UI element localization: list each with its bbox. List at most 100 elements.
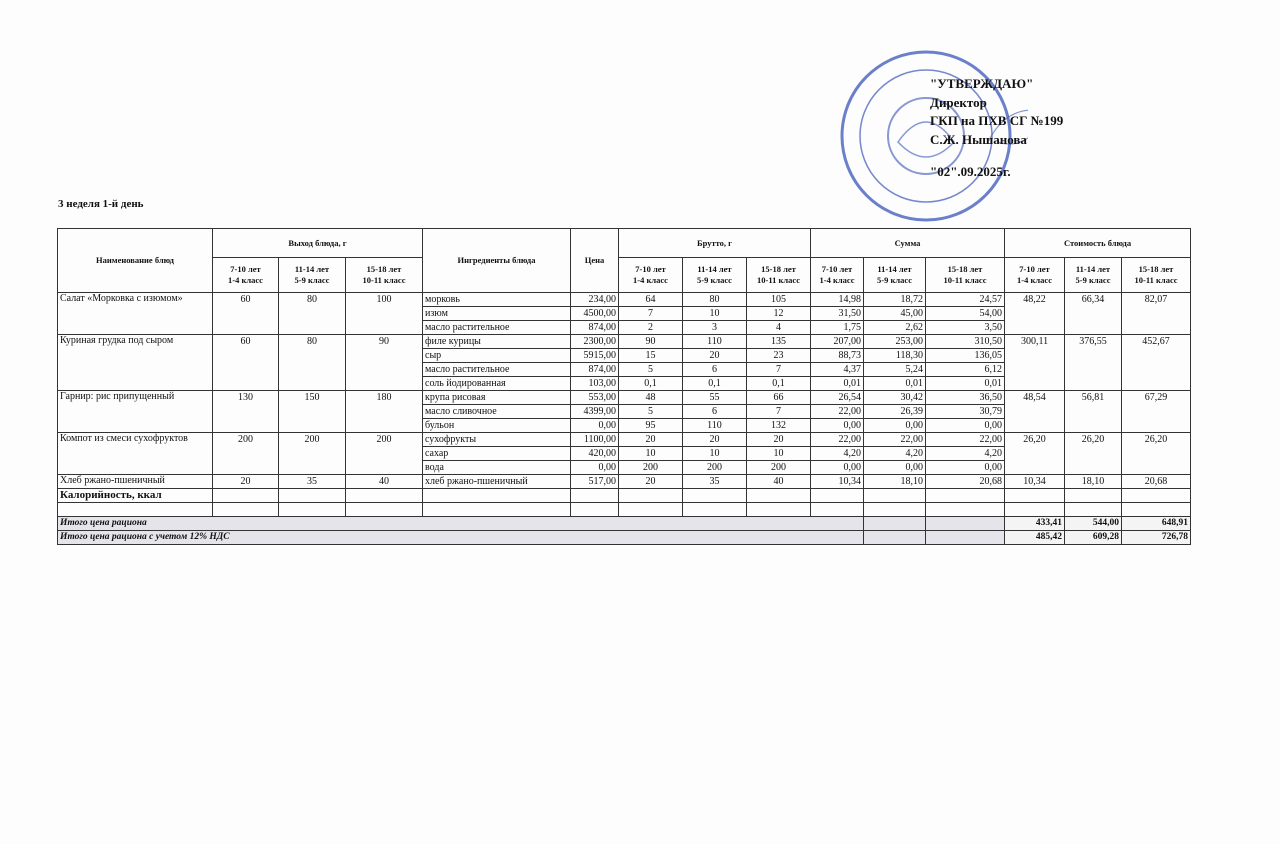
empty-cell xyxy=(810,502,865,517)
sum: 0,00 xyxy=(863,460,927,475)
dish-cost: 26,20 xyxy=(1064,432,1123,475)
age: 7-10 лет xyxy=(230,264,261,274)
ingredient-name: сыр xyxy=(422,348,571,363)
sum: 4,37 xyxy=(810,362,865,377)
dish-name: Гарнир: рис припущенный xyxy=(57,390,213,433)
header-cell: Ингредиенты блюда xyxy=(422,228,571,293)
ingredient-name: филе курицы xyxy=(422,334,571,349)
age-group-header: 11-14 лет 5-9 класс xyxy=(278,257,346,293)
sum: 2,62 xyxy=(863,320,927,335)
sum: 26,39 xyxy=(863,404,927,419)
table-row xyxy=(57,502,1192,517)
ingredient-price: 5915,00 xyxy=(570,348,619,363)
sum: 22,00 xyxy=(925,432,1006,447)
ingredient-price: 553,00 xyxy=(570,390,619,405)
age-group-header: 11-14 лет 5-9 класс xyxy=(863,257,927,293)
dish-cost: 56,81 xyxy=(1064,390,1123,433)
approval-line: С.Ж. Нышанова xyxy=(930,131,1027,147)
sum: 4,20 xyxy=(863,446,927,461)
table-row: Салат «Морковка с изюмом» 60 80 100 морковь 2… xyxy=(57,292,1192,335)
age-group-header: 7-10 лет 1-4 класс xyxy=(618,257,683,293)
age: 15-18 лет xyxy=(366,264,402,274)
brutto: 20 xyxy=(618,432,683,447)
sum: 31,50 xyxy=(810,306,865,321)
empty-cell xyxy=(682,488,747,503)
brutto: 10 xyxy=(618,446,683,461)
brutto: 0,1 xyxy=(618,376,683,391)
brutto: 90 xyxy=(618,334,683,349)
ingredient-price: 4500,00 xyxy=(570,306,619,321)
total-value: 433,41 xyxy=(1004,516,1066,531)
brutto: 7 xyxy=(618,306,683,321)
empty-cell xyxy=(345,502,423,517)
total-value: 485,42 xyxy=(1004,530,1066,545)
empty-cell xyxy=(422,488,571,503)
age: 11-14 лет xyxy=(1075,264,1111,274)
grade: 10-11 класс xyxy=(757,275,800,285)
ingredient-price: 517,00 xyxy=(570,474,619,489)
sum: 4,20 xyxy=(925,446,1006,461)
empty-cell xyxy=(682,502,747,517)
empty-cell xyxy=(745,502,812,517)
brutto: 20 xyxy=(682,432,747,447)
grade: 1-4 класс xyxy=(228,275,263,285)
sum: 253,00 xyxy=(863,334,927,349)
dish-cost: 48,54 xyxy=(1004,390,1066,433)
age-group-header: 15-18 лет 10-11 класс xyxy=(745,257,812,293)
brutto: 5 xyxy=(618,404,683,419)
total-value: 544,00 xyxy=(1064,516,1123,531)
brutto: 10 xyxy=(682,446,747,461)
sum: 0,01 xyxy=(863,376,927,391)
sum: 30,42 xyxy=(863,390,927,405)
empty-cell xyxy=(925,488,1006,503)
ingredient-price: 4399,00 xyxy=(570,404,619,419)
brutto: 200 xyxy=(682,460,747,475)
header-cell: Выход блюда, г xyxy=(212,228,423,258)
sum: 22,00 xyxy=(810,404,865,419)
brutto: 35 xyxy=(682,474,747,489)
brutto: 105 xyxy=(745,292,812,307)
table-row: вода 0,00 200 200 200 0,00 0,00 0,00 xyxy=(58,460,1191,475)
ingredient-name: изюм xyxy=(422,306,571,321)
brutto: 200 xyxy=(618,460,683,475)
age-group-header: 15-18 лет 10-11 класс xyxy=(345,257,423,293)
ingredient-price: 2300,00 xyxy=(570,334,619,349)
header-cell: Наименование блюд xyxy=(57,228,213,293)
brutto: 20 xyxy=(745,432,812,447)
dish-yield: 35 xyxy=(278,474,346,489)
empty-cell xyxy=(1064,488,1123,503)
approval-date: "02".09.2025г. xyxy=(930,164,1011,179)
ingredient-name: морковь xyxy=(422,292,571,307)
age: 15-18 лет xyxy=(947,264,983,274)
empty-cell xyxy=(745,488,812,503)
ingredient-price: 874,00 xyxy=(570,320,619,335)
empty-cell xyxy=(422,502,571,517)
sum: 26,54 xyxy=(810,390,865,405)
age-group-header: 7-10 лет 1-4 класс xyxy=(1004,257,1066,293)
grade: 5-9 класс xyxy=(294,275,330,285)
dish-cost: 18,10 xyxy=(1064,474,1123,489)
sum: 118,30 xyxy=(863,348,927,363)
heading: 3 неделя 1-й день xyxy=(58,198,144,210)
ingredient-name: масло сливочное xyxy=(422,404,571,419)
sum: 4,20 xyxy=(810,446,865,461)
age-group-header: 11-14 лет 5-9 класс xyxy=(1064,257,1123,293)
brutto: 0,1 xyxy=(682,376,747,391)
dish-yield: 130 xyxy=(212,390,279,433)
age: 11-14 лет xyxy=(697,264,732,274)
brutto: 200 xyxy=(745,460,812,475)
age-group-header: 11-14 лет 5-9 класс xyxy=(682,257,747,293)
dish-cost: 26,20 xyxy=(1121,432,1192,475)
brutto: 95 xyxy=(618,418,683,433)
sum: 45,00 xyxy=(863,306,927,321)
table-row: Итого цена рациона с учетом 12% НДС 485,4… xyxy=(56,530,1192,545)
brutto: 4 xyxy=(745,320,812,335)
brutto: 66 xyxy=(745,390,812,405)
age: 15-18 лет xyxy=(1138,264,1174,274)
sum: 0,00 xyxy=(925,418,1006,433)
dish-cost: 10,34 xyxy=(1004,474,1066,489)
empty-cell xyxy=(570,488,619,503)
empty-cell xyxy=(863,502,927,517)
ingredient-price: 0,00 xyxy=(570,418,619,433)
